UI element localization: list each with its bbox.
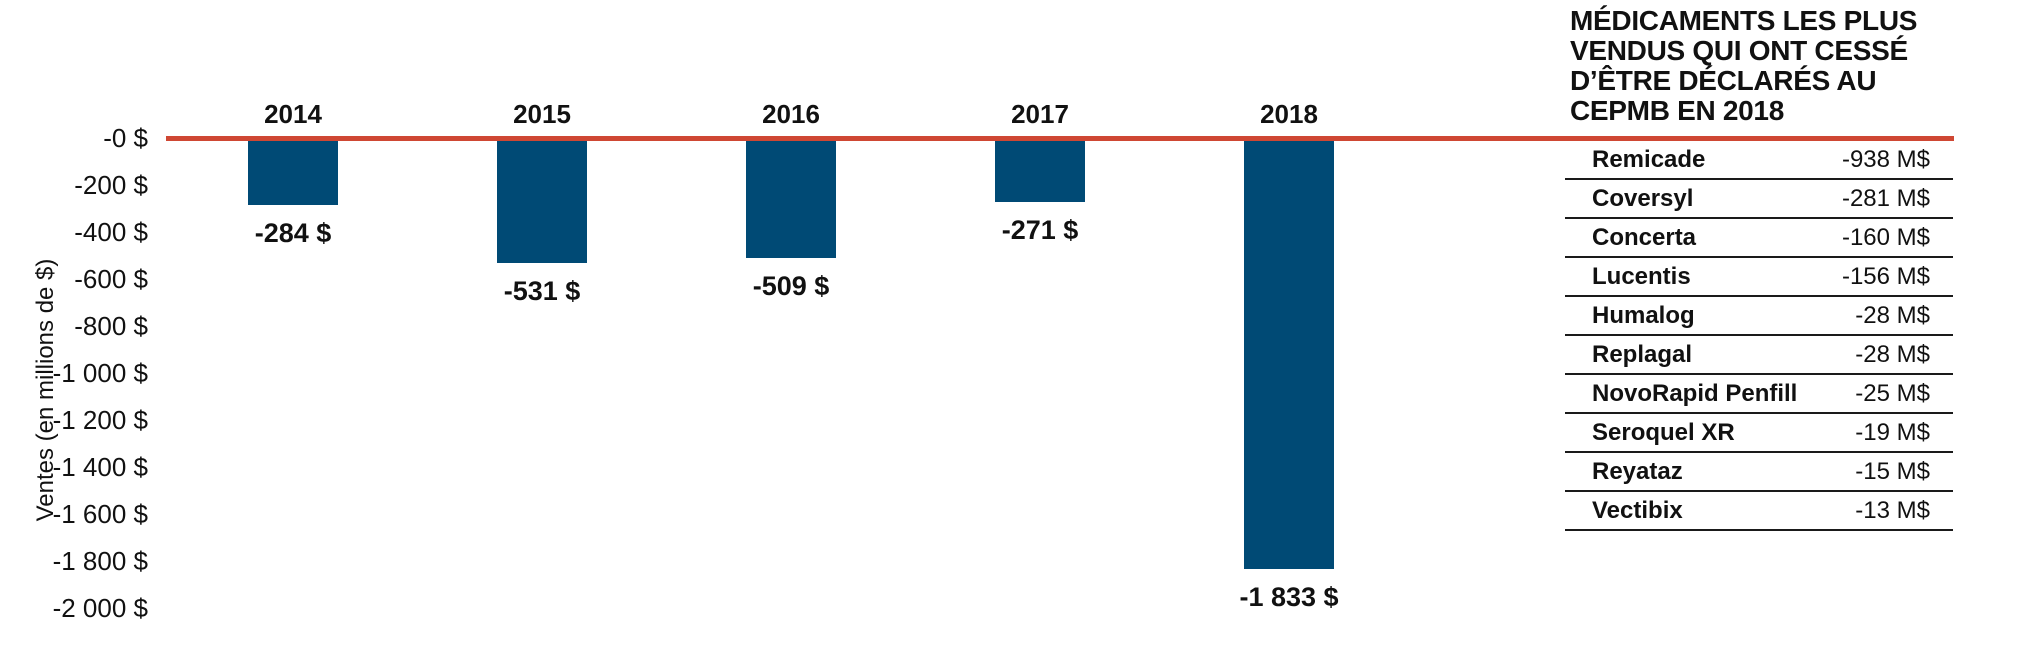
x-category-label: 2018 <box>1260 99 1318 129</box>
x-category-label: 2016 <box>762 99 820 129</box>
y-tick-label: -400 $ <box>74 217 148 247</box>
drug-value: -938 M$ <box>1841 145 1930 173</box>
drug-value: -25 M$ <box>1855 379 1930 407</box>
bar-2014 <box>248 141 338 205</box>
y-tick-label: -1 400 $ <box>52 452 148 482</box>
y-tick-label: -200 $ <box>74 170 148 200</box>
drug-name: Humalog <box>1592 301 1695 329</box>
bar-value-label: -531 $ <box>503 276 581 306</box>
y-tick-label: -1 800 $ <box>52 546 148 576</box>
table-row: Concerta -160 M$ <box>1565 219 1953 258</box>
y-tick-label: -600 $ <box>74 264 148 294</box>
drug-value: -156 M$ <box>1841 262 1930 290</box>
side-table-title-line: D’ÊTRE DÉCLARÉS AU <box>1570 65 1877 96</box>
bar-2018 <box>1244 141 1334 569</box>
side-table-title-line: VENDUS QUI ONT CESSÉ <box>1570 35 1908 66</box>
y-tick-label: -1 200 $ <box>52 405 148 435</box>
drug-value: -28 M$ <box>1855 301 1930 329</box>
drug-name: NovoRapid Penfill <box>1592 379 1798 407</box>
bar-value-label: -284 $ <box>254 218 332 248</box>
table-row: Remicade -938 M$ <box>1565 141 1953 180</box>
bar-2015 <box>497 141 587 263</box>
table-row: Reyataz -15 M$ <box>1565 453 1953 492</box>
table-row: Vectibix -13 M$ <box>1565 492 1953 531</box>
bar-2016 <box>746 141 836 258</box>
x-category-label: 2015 <box>513 99 571 129</box>
table-row: Coversyl -281 M$ <box>1565 180 1953 219</box>
side-table-title: MÉDICAMENTS LES PLUS VENDUS QUI ONT CESSÉ… <box>1570 6 1970 126</box>
bar-value-label: -271 $ <box>1001 215 1079 245</box>
drug-name: Remicade <box>1592 145 1706 173</box>
y-tick-label: -800 $ <box>74 311 148 341</box>
drug-name: Reyataz <box>1592 457 1683 485</box>
drug-value: -160 M$ <box>1841 223 1930 251</box>
bar-value-label: -1 833 $ <box>1239 582 1339 612</box>
table-row: Seroquel XR -19 M$ <box>1565 414 1953 453</box>
y-tick-label: -0 $ <box>103 123 148 153</box>
side-table-title-line: MÉDICAMENTS LES PLUS <box>1570 5 1918 36</box>
y-tick-label: -2 000 $ <box>52 593 148 623</box>
y-tick-label: -1 000 $ <box>52 358 148 388</box>
side-table: Remicade -938 M$ Coversyl -281 M$ Concerta -1… <box>1565 141 1953 531</box>
drug-value: -28 M$ <box>1855 340 1930 368</box>
bar-value-label: -509 $ <box>752 271 830 301</box>
drug-value: -15 M$ <box>1855 457 1930 485</box>
drug-name: Seroquel XR <box>1592 418 1735 446</box>
y-tick-label: -1 600 $ <box>52 499 148 529</box>
table-row: Lucentis -156 M$ <box>1565 258 1953 297</box>
drug-name: Coversyl <box>1592 184 1694 212</box>
x-category-label: 2017 <box>1011 99 1069 129</box>
drug-value: -19 M$ <box>1855 418 1930 446</box>
side-table-title-line: CEPMB EN 2018 <box>1570 95 1784 126</box>
table-row: Replagal -28 M$ <box>1565 336 1953 375</box>
drug-name: Vectibix <box>1592 496 1683 524</box>
table-row: NovoRapid Penfill -25 M$ <box>1565 375 1953 414</box>
drug-value: -281 M$ <box>1841 184 1930 212</box>
drug-name: Concerta <box>1592 223 1697 251</box>
table-row: Humalog -28 M$ <box>1565 297 1953 336</box>
zero-baseline <box>166 136 1954 141</box>
x-category-label: 2014 <box>264 99 322 129</box>
drug-name: Lucentis <box>1592 262 1691 290</box>
drug-name: Replagal <box>1592 340 1693 368</box>
bar-2017 <box>995 141 1085 202</box>
drug-value: -13 M$ <box>1855 496 1930 524</box>
